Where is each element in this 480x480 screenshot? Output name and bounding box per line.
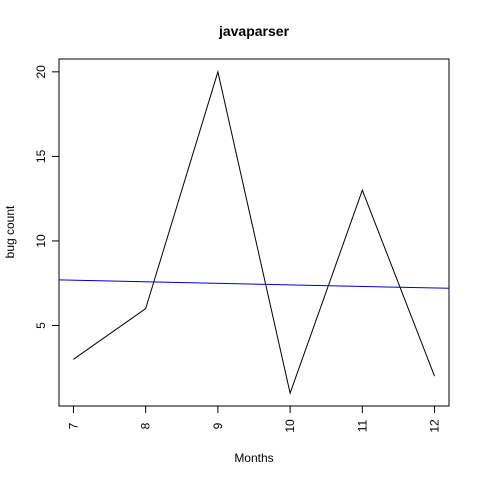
- x-tick-label-7: 7: [66, 422, 80, 429]
- trend-line: [58, 279, 450, 289]
- y-tick-label-15: 15: [34, 149, 48, 163]
- plot-frame: [58, 58, 450, 407]
- chart-title: javaparser: [218, 23, 290, 39]
- y-tick-label-5: 5: [34, 322, 48, 329]
- y-axis-label: bug count: [3, 205, 17, 258]
- y-tick-label-10: 10: [34, 234, 48, 248]
- x-tick-label-10: 10: [283, 419, 297, 433]
- x-tick-label-12: 12: [428, 419, 442, 433]
- x-axis: 7 8 9 10 11 12: [66, 406, 442, 433]
- x-tick-label-11: 11: [355, 419, 369, 432]
- trend-group: [58, 279, 450, 289]
- series-group: [73, 69, 436, 395]
- y-axis: 5 10 15 20: [34, 65, 59, 329]
- x-tick-label-8: 8: [139, 422, 153, 429]
- series-line-0: [73, 69, 436, 395]
- x-tick-label-9: 9: [211, 422, 225, 429]
- x-axis-label: Months: [234, 451, 273, 465]
- y-tick-label-20: 20: [34, 65, 48, 79]
